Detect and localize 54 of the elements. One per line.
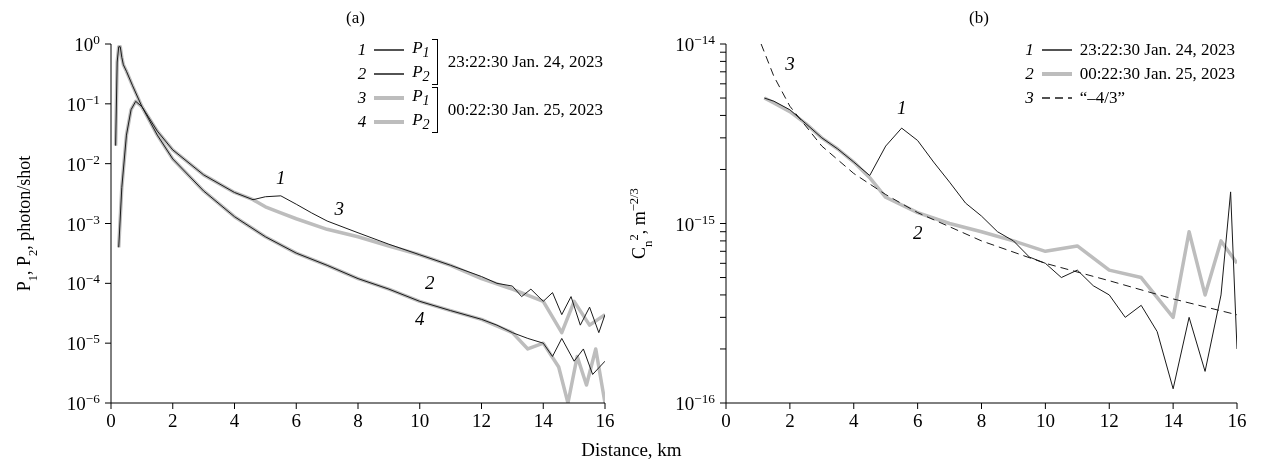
x-tick-label: 10: [1035, 410, 1055, 431]
x-tick-label: 0: [106, 410, 116, 431]
text: 2: [357, 64, 367, 83]
x-tick-label: 16: [595, 410, 615, 431]
x-tick-label: 0: [721, 410, 731, 431]
legend-label: 23:22:30 Jan. 24, 2023: [1079, 40, 1235, 60]
chart-title: (b): [968, 8, 990, 29]
annotation: 2: [912, 221, 923, 243]
x-tick-label: 4: [849, 410, 859, 431]
x-tick-label: 8: [976, 410, 987, 431]
x-tick-label: 14: [533, 410, 554, 431]
annotation: 3: [333, 198, 344, 220]
y-tick-label: 10$^{−5}$: [66, 330, 101, 355]
annotation: 3: [784, 53, 795, 75]
x-tick-label: 10: [410, 410, 430, 431]
y-tick-label: 10$^{−2}$: [66, 151, 100, 175]
legend-label: 00:22:30 Jan. 25, 2023: [1079, 64, 1235, 84]
legend-label: P$_{1}$: [412, 38, 430, 62]
x-axis-title: Distance, km: [580, 439, 683, 461]
x-tick-label: 12: [1099, 410, 1119, 431]
x-tick-label: 8: [353, 410, 363, 431]
x-tick-label: 2: [785, 410, 795, 431]
y-tick-label: 10$^{−4}$: [66, 270, 101, 295]
x-tick-label: 6: [291, 410, 301, 431]
x-tick-label: 14: [1163, 410, 1184, 431]
chart-title: (a): [345, 8, 366, 29]
legend-label: P$_{1}$: [412, 86, 430, 110]
annotation: 1: [276, 166, 286, 188]
text: 4: [357, 112, 367, 131]
y-tick-label: 10$^{0}$: [74, 31, 101, 55]
text: 3: [357, 88, 367, 107]
annotation: 23:22:30 Jan. 24, 2023: [447, 52, 603, 72]
y-tick-label: 10$^{−1}$: [66, 91, 100, 115]
text: 2: [1025, 64, 1034, 83]
y-tick-label: 10$^{−14}$: [675, 31, 716, 55]
annotation: 4: [415, 308, 425, 330]
annotation: 00:22:30 Jan. 25, 2023: [447, 100, 603, 120]
legend-label: “–4/3”: [1079, 88, 1125, 108]
y-tick-label: 10$^{−16}$: [675, 390, 716, 414]
y-tick-label: 10$^{−3}$: [66, 211, 101, 235]
legend-label: P$_{2}$: [412, 62, 430, 86]
text: 3: [1025, 88, 1034, 107]
x-tick-label: 12: [472, 410, 491, 431]
x-tick-label: 2: [168, 410, 178, 431]
annotation: 2: [425, 272, 435, 294]
legend-label: P$_{2}$: [412, 110, 430, 134]
x-tick-label: 16: [1227, 410, 1247, 431]
text: 1: [1025, 40, 1034, 59]
annotation: 1: [896, 97, 907, 119]
y-tick-label: 10$^{−15}$: [675, 211, 716, 235]
y-tick-label: 10$^{−6}$: [66, 390, 101, 414]
x-tick-label: 6: [912, 410, 923, 431]
x-tick-label: 4: [229, 410, 240, 431]
text: 1: [357, 40, 367, 59]
